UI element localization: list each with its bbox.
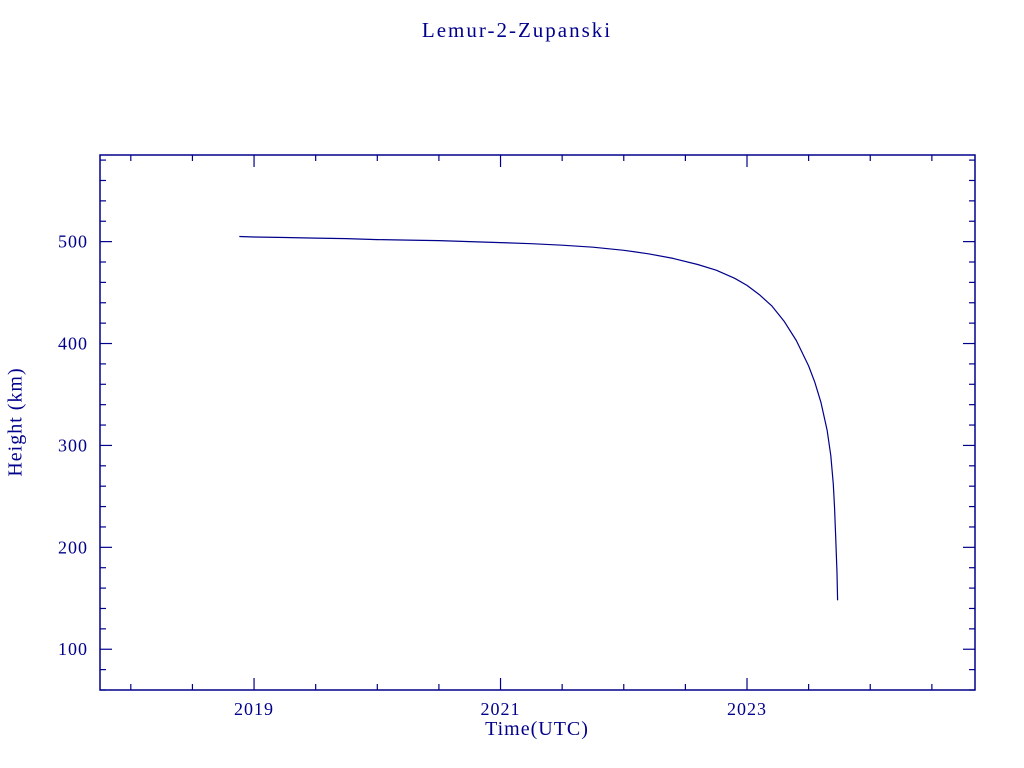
y-tick-label: 400	[58, 334, 88, 354]
x-axis-label: Time(UTC)	[485, 718, 589, 740]
plot-border	[99, 154, 976, 691]
y-tick-label: 500	[58, 232, 88, 252]
y-tick-label: 300	[58, 435, 88, 455]
x-tick-label: 2021	[481, 699, 521, 719]
x-tick-label: 2023	[727, 699, 767, 719]
data-line	[239, 235, 839, 601]
x-tick-label: 2019	[234, 699, 274, 719]
y-tick-label: 100	[58, 639, 88, 659]
y-tick-label: 200	[58, 537, 88, 557]
chart-title: Lemur-2-Zupanski	[421, 18, 613, 42]
